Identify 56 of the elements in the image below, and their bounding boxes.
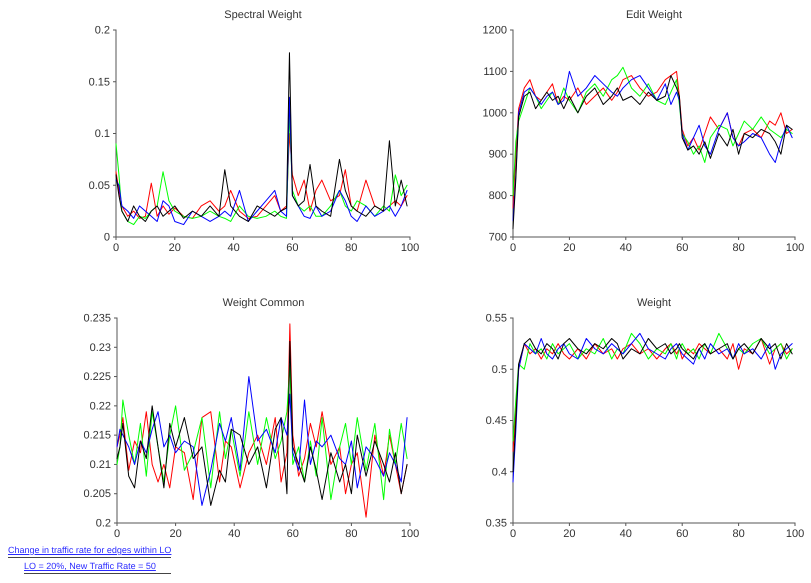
x-tick-label: 40	[227, 242, 240, 254]
x-tick-label: 0	[114, 528, 120, 540]
chart-title: Weight Common	[222, 297, 304, 309]
chart-title: Weight	[636, 297, 672, 309]
y-tick-label: 0.1	[94, 128, 110, 140]
x-tick-label: 100	[786, 528, 804, 540]
x-tick-label: 20	[168, 242, 181, 254]
x-tick-label: 100	[400, 242, 420, 254]
y-tick-label: 0.22	[90, 400, 111, 412]
x-tick-label: 40	[620, 242, 632, 254]
y-tick-label: 1100	[483, 66, 507, 78]
x-tick-label: 20	[563, 242, 576, 254]
y-tick-label: 1000	[482, 107, 507, 120]
x-tick-label: 100	[786, 242, 804, 254]
x-tick-label: 40	[620, 528, 632, 540]
x-tick-label: 20	[169, 528, 182, 540]
y-tick-label: 0.35	[486, 518, 507, 530]
x-tick-label: 100	[400, 528, 420, 540]
y-tick-label: 0.235	[83, 312, 111, 325]
text: LO = 20%, New Traffic Rate = 50	[24, 561, 172, 574]
y-tick-label: 0.225	[83, 371, 111, 384]
x-tick-label: 80	[345, 528, 358, 540]
line-series	[116, 340, 408, 506]
x-tick-label: 80	[732, 242, 745, 254]
y-tick-label: 0.23	[90, 342, 111, 354]
line-series	[116, 52, 408, 222]
y-tick-label: 0.45	[486, 415, 507, 428]
y-tick-label: 800	[488, 190, 507, 202]
x-tick-label: 40	[228, 528, 240, 540]
x-tick-label: 0	[510, 242, 516, 254]
x-tick-label: 60	[286, 242, 299, 254]
y-tick-label: 1200	[482, 24, 507, 37]
y-tick-label: 0.55	[486, 312, 507, 325]
y-tick-label: 0.15	[88, 76, 110, 88]
x-tick-label: 60	[286, 528, 299, 540]
y-tick-label: 0.05	[88, 180, 110, 192]
x-tick-label: 80	[345, 242, 358, 254]
y-tick-label: 0.215	[83, 430, 111, 442]
y-tick-label: 0.21	[90, 458, 111, 471]
y-tick-label: 900	[488, 148, 507, 161]
x-tick-label: 0	[510, 528, 516, 540]
y-tick-label: 0.2	[96, 518, 111, 530]
y-tick-label: 0.2	[94, 24, 110, 37]
y-tick-label: 0	[104, 232, 110, 244]
x-tick-label: 60	[676, 528, 688, 540]
text: Change in traffic rate for edges within LO	[8, 545, 172, 558]
x-tick-label: 0	[112, 242, 120, 254]
y-tick-label: 0.205	[83, 488, 111, 500]
x-tick-label: 60	[676, 242, 688, 254]
chart-title: Spectral Weight	[224, 9, 302, 21]
chart-title: Edit Weight	[626, 9, 682, 21]
y-tick-label: 0.5	[492, 364, 507, 376]
x-tick-label: 20	[563, 528, 576, 540]
y-tick-label: 0.4	[492, 466, 507, 478]
y-tick-label: 700	[488, 232, 507, 244]
x-tick-label: 80	[732, 528, 745, 540]
